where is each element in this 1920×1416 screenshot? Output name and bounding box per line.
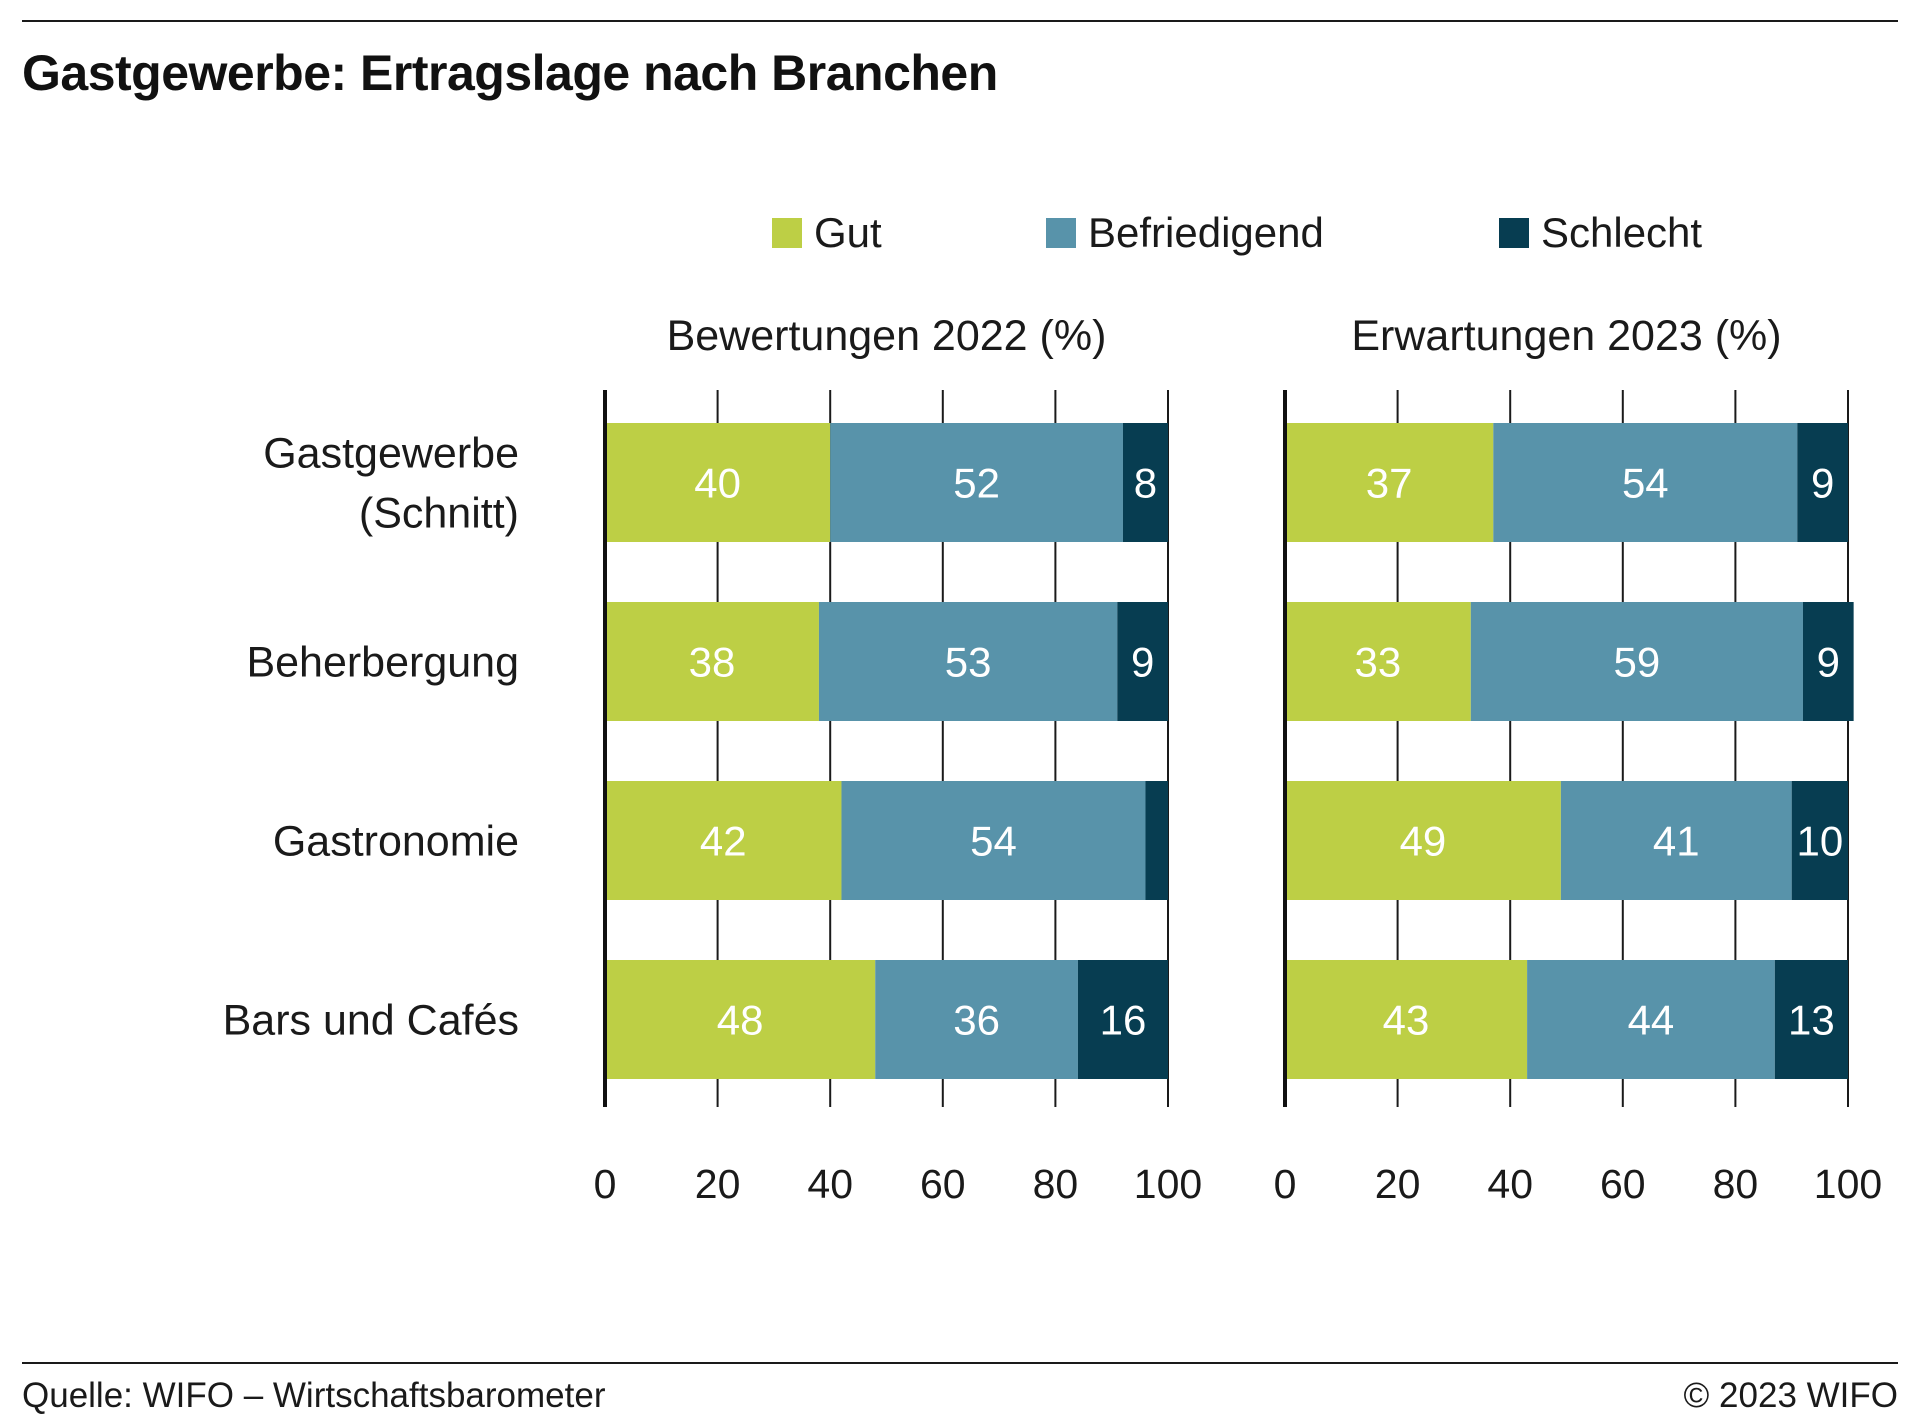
panel-title: Bewertungen 2022 (%) [667, 312, 1107, 360]
data-label: 59 [1614, 639, 1661, 686]
bar-gut [1285, 423, 1494, 542]
data-label: 54 [1622, 460, 1669, 507]
data-label: 8 [1134, 460, 1157, 507]
x-tick-label: 20 [695, 1161, 741, 1207]
bar-gut [605, 960, 876, 1079]
category-label: Beherbergung [246, 639, 519, 687]
bottom-rule [22, 1362, 1898, 1364]
data-label: 42 [700, 818, 747, 865]
copyright-note: © 2023 WIFO [1683, 1376, 1898, 1415]
data-label: 48 [717, 997, 764, 1044]
legend-swatch-befriedigend [1046, 218, 1076, 248]
bar-schlecht [1774, 960, 1848, 1079]
top-rule [22, 20, 1898, 22]
x-tick-label: 100 [1814, 1161, 1882, 1207]
data-label: 9 [1811, 460, 1834, 507]
bar-befriedigend [1493, 423, 1798, 542]
bar-befriedigend [1527, 960, 1775, 1079]
data-label: 16 [1100, 997, 1147, 1044]
chart-title: Gastgewerbe: Ertragslage nach Branchen [22, 45, 998, 101]
bar-schlecht [1117, 602, 1168, 721]
data-label: 44 [1628, 997, 1675, 1044]
category-label: (Schnitt) [359, 490, 519, 538]
bar-gut [1285, 960, 1528, 1079]
x-tick-label: 60 [1600, 1161, 1646, 1207]
data-label: 10 [1796, 818, 1843, 865]
legend-label-schlecht: Schlecht [1541, 209, 1702, 256]
panel-title: Erwartungen 2023 (%) [1351, 312, 1781, 360]
bar-schlecht [1791, 781, 1848, 900]
data-label: 40 [694, 460, 741, 507]
data-label: 9 [1817, 639, 1840, 686]
bar-befriedigend [875, 960, 1078, 1079]
bar-schlecht [1802, 602, 1854, 721]
bar-befriedigend [841, 781, 1146, 900]
category-label: Gastronomie [273, 818, 519, 866]
bar-gut [1285, 781, 1561, 900]
x-tick-label: 100 [1134, 1161, 1202, 1207]
data-label: 33 [1355, 639, 1402, 686]
x-tick-label: 60 [920, 1161, 966, 1207]
data-label: 36 [953, 997, 1000, 1044]
bar-gut [605, 781, 842, 900]
x-tick-label: 80 [1713, 1161, 1759, 1207]
bar-befriedigend [818, 602, 1118, 721]
bar-befriedigend [1470, 602, 1803, 721]
legend-swatch-schlecht [1499, 218, 1529, 248]
x-tick-label: 0 [594, 1161, 617, 1207]
bar-gut [1285, 602, 1471, 721]
bar-befriedigend [830, 423, 1123, 542]
x-tick-label: 0 [1274, 1161, 1297, 1207]
bar-gut [605, 423, 831, 542]
source-note: Quelle: WIFO – Wirtschaftsbarometer [22, 1376, 606, 1415]
data-label: 43 [1383, 997, 1430, 1044]
bar-befriedigend [1560, 781, 1792, 900]
legend-label-befriedigend: Befriedigend [1088, 209, 1324, 256]
legend-swatch-gut [772, 218, 802, 248]
x-tick-label: 40 [807, 1161, 853, 1207]
category-label: Gastgewerbe [263, 430, 519, 478]
data-label: 54 [970, 818, 1017, 865]
data-label: 9 [1131, 639, 1154, 686]
data-label: 13 [1788, 997, 1835, 1044]
data-label: 53 [945, 639, 992, 686]
data-label: 52 [953, 460, 1000, 507]
x-tick-label: 40 [1487, 1161, 1533, 1207]
bar-gut [605, 602, 819, 721]
legend-label-gut: Gut [814, 209, 882, 256]
bar-schlecht [1122, 423, 1168, 542]
category-label: Bars und Cafés [223, 997, 519, 1045]
data-label: 37 [1366, 460, 1413, 507]
bar-schlecht [1077, 960, 1168, 1079]
data-label: 38 [689, 639, 736, 686]
bar-schlecht [1145, 781, 1168, 900]
x-tick-label: 20 [1375, 1161, 1421, 1207]
data-label: 49 [1400, 818, 1447, 865]
x-tick-label: 80 [1033, 1161, 1079, 1207]
bar-schlecht [1797, 423, 1848, 542]
data-label: 41 [1653, 818, 1700, 865]
